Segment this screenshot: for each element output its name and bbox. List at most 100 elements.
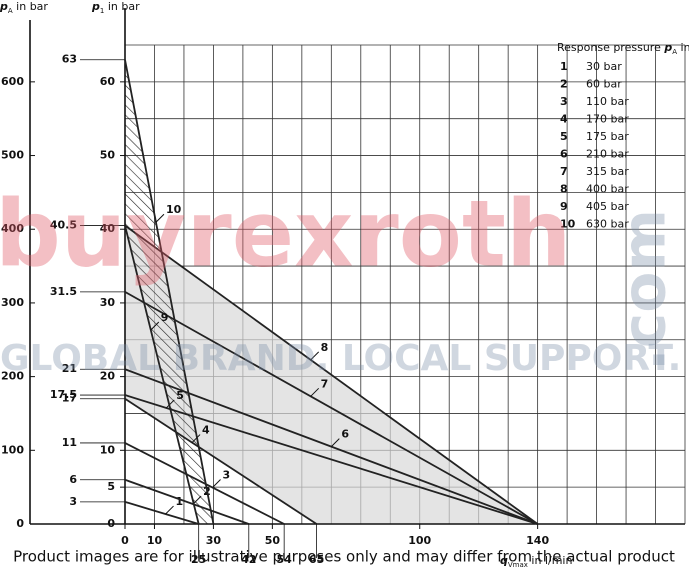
series-label-leader [192, 495, 202, 505]
y-tick-label: 50 [100, 149, 116, 162]
footer: Product images are for illustrative purp… [13, 548, 675, 566]
watermark-brand: buyrexroth [0, 180, 571, 287]
intercept-label: 11 [62, 436, 77, 449]
watermark: buyrexroth .com GLOBAL BRAND. LOCAL SUPP… [0, 180, 681, 379]
x-axis-title: qVmax in l/min [500, 554, 572, 569]
intercept-label: 40.5 [50, 219, 77, 232]
legend-title-part: p [663, 41, 672, 54]
series-label: 4 [202, 424, 210, 437]
legend-label: 30 bar [586, 60, 622, 73]
series-line [124, 225, 200, 525]
legend-key: 6 [560, 148, 568, 161]
series-label: 10 [166, 203, 182, 216]
series-label: 7 [321, 377, 329, 390]
series-label: 6 [341, 428, 349, 441]
x-tick-label: 100 [408, 534, 431, 547]
intercept-label: 6 [69, 473, 77, 486]
series-label: 8 [321, 341, 329, 354]
legend-label: 110 bar [586, 95, 629, 108]
intercept-label: 31.5 [50, 285, 77, 298]
legend-label: 315 bar [586, 165, 629, 178]
x-axis-title-part: Vmax [508, 561, 528, 569]
watermark-domain: .com [610, 209, 680, 371]
end-label: 54 [277, 553, 293, 566]
y-axis-title: p1 in bar [91, 0, 140, 15]
y2-tick-label: 100 [1, 443, 24, 456]
series-line [124, 224, 539, 525]
y2-tick-label: 300 [1, 296, 24, 309]
series-label-leader [165, 505, 174, 515]
series-line [124, 478, 250, 525]
legend-key: 3 [560, 95, 568, 108]
series-label-leader [155, 213, 165, 223]
intercept-label: 17.5 [50, 388, 77, 401]
legend-label: 175 bar [586, 130, 629, 143]
y2-tick-label: 200 [1, 370, 24, 383]
intercept-label: 21 [62, 362, 77, 375]
legend-label: 170 bar [586, 113, 629, 126]
series-line [124, 397, 318, 525]
series-line [124, 291, 539, 525]
x-tick-label: 10 [147, 534, 163, 547]
legend-label: 405 bar [586, 200, 629, 213]
series-label-leader [212, 479, 221, 488]
series-label-leader [150, 321, 160, 331]
end-label: 42 [241, 553, 256, 566]
legend-title: Response pressure pA in bar [557, 41, 689, 56]
series-line [124, 442, 285, 525]
y-axis-title-part: p [91, 0, 100, 13]
y-tick-label: 0 [107, 517, 115, 530]
y2-axis-title-part: A [8, 7, 13, 15]
series-line [124, 59, 215, 525]
legend-title-part: Response pressure [557, 41, 664, 54]
legend-title-part: in bar [677, 41, 689, 54]
legend-key: 5 [560, 130, 568, 143]
legend-label: 400 bar [586, 183, 629, 196]
series-label: 1 [176, 495, 184, 508]
end-label: 65 [309, 553, 324, 566]
x-tick-label: 0 [121, 534, 129, 547]
legend-title-part: A [672, 48, 677, 56]
legend-key: 4 [560, 113, 568, 126]
series-label-leader [330, 438, 340, 447]
legend-key: 8 [560, 183, 568, 196]
series-label-leader [310, 387, 320, 397]
y-tick-label: 60 [100, 75, 116, 88]
intercept-label: 63 [62, 53, 77, 66]
series-line [124, 501, 199, 525]
end-label: 25 [191, 553, 206, 566]
y-tick-label: 5 [107, 480, 115, 493]
series-label-leader [310, 351, 320, 361]
shaded-region [125, 225, 538, 525]
x-axis-title-part: in l/min [528, 554, 573, 567]
x-tick-label: 140 [526, 534, 549, 547]
legend-label: 60 bar [586, 78, 622, 91]
y2-axis-title-part: p [0, 0, 8, 13]
intercept-label: 3 [69, 495, 77, 508]
series-label: 3 [223, 469, 231, 482]
y2-tick-label: 500 [1, 149, 24, 162]
legend-label: 630 bar [586, 218, 629, 231]
legend-label: 210 bar [586, 148, 629, 161]
series-label: 5 [176, 389, 184, 402]
y2-axis-title-part: in bar [13, 0, 49, 13]
y-tick-label: 10 [100, 443, 116, 456]
y-tick-label: 20 [100, 370, 116, 383]
x-axis-title-part: q [500, 554, 508, 567]
legend-key: 9 [560, 200, 568, 213]
legend-key: 7 [560, 165, 568, 178]
legend-key: 2 [560, 78, 568, 91]
y2-tick-label: 0 [16, 517, 24, 530]
y-axis-title-part: in bar [104, 0, 140, 13]
series-label-leader [165, 399, 175, 409]
x-tick-label: 30 [206, 534, 222, 547]
legend-key: 1 [560, 60, 568, 73]
y2-tick-label: 600 [1, 75, 24, 88]
y-tick-label: 30 [100, 296, 116, 309]
y-axis-title-part: 1 [100, 7, 104, 15]
y2-tick-label: 400 [1, 222, 24, 235]
y2-axis-title: pA in bar [0, 0, 48, 15]
intercept-label: 17 [62, 392, 77, 405]
legend-key: 10 [560, 218, 576, 231]
